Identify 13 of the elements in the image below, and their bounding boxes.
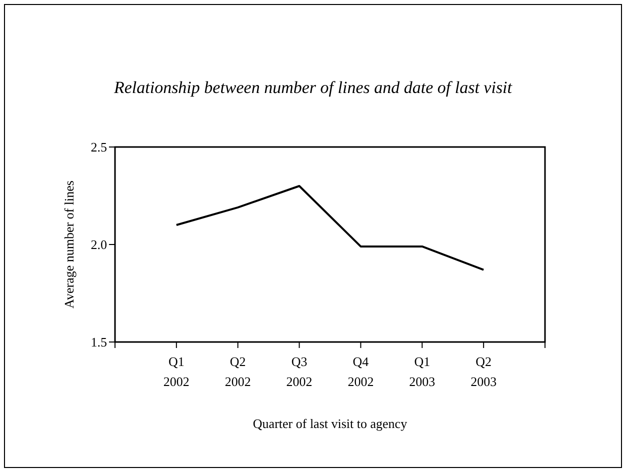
y-tick-label: 1.5 [90, 334, 107, 350]
x-tick-label: Q1 2002 [163, 354, 190, 389]
x-tick-label: Q2 2003 [470, 354, 497, 389]
x-tick-label: Q2 2002 [224, 354, 251, 389]
x-tick-label: Q3 2002 [286, 354, 312, 389]
y-tick-label: 2.5 [90, 140, 107, 155]
x-axis-title: Quarter of last visit to agency [252, 416, 408, 432]
x-tick-label: Q1 2003 [409, 354, 436, 389]
y-tick-label: 2.0 [90, 237, 107, 252]
y-axis-title: Average number of lines [62, 180, 77, 308]
line-series [175, 185, 485, 271]
x-tick-label: Q4 2002 [348, 354, 374, 389]
chart-title: Relationship between number of lines and date of last visit [112, 78, 514, 98]
